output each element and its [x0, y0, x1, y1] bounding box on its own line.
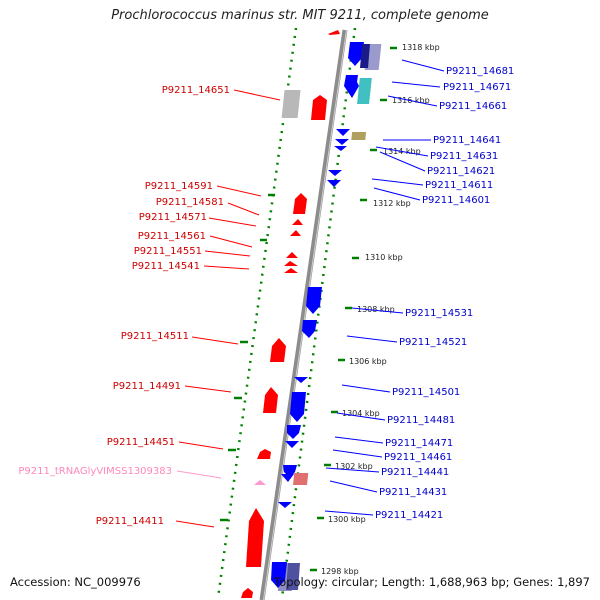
gene-label[interactable]: P9211_14511 — [121, 331, 189, 342]
gene-label[interactable]: P9211_14681 — [446, 66, 514, 77]
gene-arrow-reverse — [306, 287, 322, 314]
gene-arrow-reverse — [327, 180, 341, 187]
gene-label[interactable]: P9211_14481 — [387, 415, 455, 426]
left-ticks — [220, 108, 290, 522]
gene-arrow-reverse — [278, 502, 292, 508]
gene-arrow-reverse — [344, 75, 359, 98]
gene-label[interactable]: P9211_14591 — [145, 181, 213, 192]
gene-block-gray — [357, 78, 372, 104]
kbp-tick-label: 1312 kbp — [373, 199, 411, 208]
gene-arrow-forward — [270, 338, 286, 362]
genome-summary-text: Topology: circular; Length: 1,688,963 bp… — [274, 575, 590, 589]
gene-label[interactable]: P9211_14431 — [379, 487, 447, 498]
gene-arrow-forward — [292, 219, 303, 225]
gene-arrow-reverse — [286, 563, 300, 590]
trna-arrow — [254, 480, 266, 485]
kbp-tick-label: 1308 kbp — [357, 305, 395, 314]
gene-label[interactable]: P9211_14641 — [433, 135, 501, 146]
trna-leader-line — [176, 470, 222, 479]
gene-arrow-forward — [311, 95, 327, 120]
gene-arrow-forward — [290, 230, 301, 236]
kbp-tick-label: 1318 kbp — [402, 43, 440, 52]
gene-label[interactable]: P9211_14491 — [113, 381, 181, 392]
gene-label[interactable]: P9211_14651 — [162, 85, 230, 96]
map-title: Prochlorococcus marinus str. MIT 9211, c… — [111, 8, 489, 23]
gene-arrow-reverse — [281, 474, 294, 482]
kbp-tick-label: 1300 kbp — [328, 515, 366, 524]
gene-label[interactable]: P9211_14671 — [443, 82, 511, 93]
gene-arrow-reverse — [271, 562, 287, 588]
gene-label[interactable]: P9211_14541 — [132, 261, 200, 272]
backbone-highlight — [263, 29, 347, 600]
gene-arrow-forward — [257, 449, 271, 459]
gene-arrow-reverse — [287, 425, 301, 439]
gene-label[interactable]: P9211_14471 — [385, 438, 453, 449]
gene-label[interactable]: P9211_14631 — [430, 151, 498, 162]
gene-arrow-reverse — [336, 129, 350, 136]
gene-label[interactable]: P9211_14561 — [138, 231, 206, 242]
gene-label[interactable]: P9211_14451 — [107, 437, 175, 448]
gene-label[interactable]: P9211_14421 — [375, 510, 443, 521]
gene-block-pink — [293, 473, 309, 485]
right-gene-labels: P9211_14681 P9211_14671 P9211_14661 P921… — [375, 66, 514, 521]
gene-arrow-reverse — [334, 146, 347, 151]
gene-label[interactable]: P9211_14461 — [384, 452, 452, 463]
trna-label[interactable]: P9211_tRNAGlyVIMSS1309383 — [18, 466, 172, 477]
gene-arrow-reverse — [283, 465, 297, 478]
gene-label[interactable]: P9211_14661 — [439, 101, 507, 112]
reverse-genes — [271, 42, 370, 590]
gene-label[interactable]: P9211_14621 — [427, 166, 495, 177]
gene-label[interactable]: P9211_14501 — [392, 387, 460, 398]
right-ticks — [310, 46, 397, 572]
gene-label[interactable]: P9211_14411 — [96, 516, 164, 527]
gene-label[interactable]: P9211_14571 — [139, 212, 207, 223]
gene-arrow-forward — [246, 508, 264, 567]
kbp-tick-label: 1310 kbp — [365, 253, 403, 262]
gene-arrow-reverse — [290, 392, 306, 422]
gene-arrow-reverse — [360, 44, 370, 68]
gene-label[interactable]: P9211_14551 — [134, 246, 202, 257]
gene-label[interactable]: P9211_14601 — [422, 195, 490, 206]
gene-arrow-forward — [286, 252, 298, 258]
accession-text: Accession: NC_009976 — [10, 575, 141, 589]
forward-genes — [241, 30, 340, 598]
gene-arrow-reverse — [348, 42, 364, 66]
gene-block-gray — [281, 90, 301, 118]
gene-arrow-forward — [284, 268, 298, 273]
left-gene-labels: P9211_14651 P9211_14591 P9211_14581 P921… — [18, 85, 230, 527]
gene-arrow-reverse — [302, 320, 317, 338]
gene-arrow-reverse — [285, 441, 299, 448]
gene-block-olive — [351, 132, 367, 140]
left-leader-lines — [175, 89, 281, 528]
gene-label[interactable]: P9211_14441 — [381, 467, 449, 478]
gene-arrow-forward — [293, 193, 307, 214]
genome-backbone — [259, 29, 348, 600]
gene-arrow-forward — [263, 387, 278, 413]
right-leader-lines — [324, 59, 445, 516]
gene-label[interactable]: P9211_14531 — [405, 308, 473, 319]
gene-arrow-reverse — [328, 170, 342, 176]
gene-label[interactable]: P9211_14611 — [425, 180, 493, 191]
gene-arrow-reverse — [335, 139, 349, 145]
kbp-tick-label: 1302 kbp — [335, 462, 373, 471]
gene-arrow-reverse — [294, 377, 308, 383]
kbp-tick-label: 1304 kbp — [342, 409, 380, 418]
gene-label[interactable]: P9211_14521 — [399, 337, 467, 348]
gene-label[interactable]: P9211_14581 — [156, 197, 224, 208]
kbp-tick-label: 1306 kbp — [349, 357, 387, 366]
gene-arrow-forward — [328, 30, 340, 35]
kbp-tick-label: 1298 kbp — [321, 567, 359, 576]
gene-arrow-forward — [284, 261, 298, 266]
gene-arrow-forward — [241, 588, 253, 598]
